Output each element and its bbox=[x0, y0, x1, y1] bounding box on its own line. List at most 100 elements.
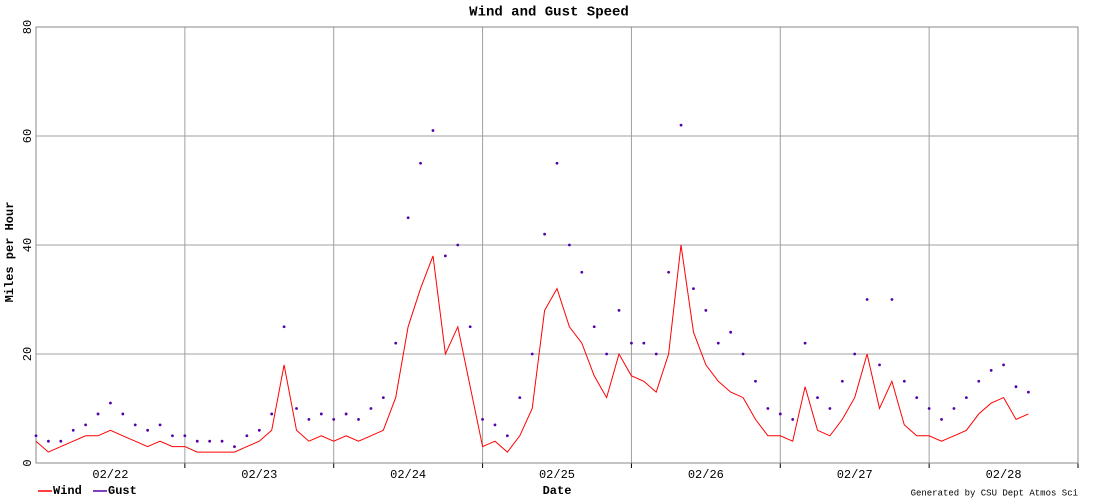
gust-point bbox=[332, 418, 336, 421]
y-tick-label: 80 bbox=[21, 20, 35, 34]
gust-point bbox=[381, 396, 385, 399]
gust-point bbox=[171, 434, 174, 438]
gust-point bbox=[431, 129, 435, 132]
gust-point bbox=[766, 407, 770, 410]
gust-point bbox=[617, 309, 621, 312]
x-tick-label: 02/23 bbox=[241, 468, 277, 482]
gust-point bbox=[915, 396, 919, 399]
legend-label: Gust bbox=[108, 484, 137, 498]
gust-point bbox=[654, 352, 658, 356]
gust-point bbox=[47, 439, 50, 443]
gust-point bbox=[71, 428, 75, 432]
gust-point bbox=[84, 423, 88, 427]
gust-point bbox=[319, 412, 323, 416]
gust-point bbox=[208, 439, 212, 443]
x-tick-label: 02/28 bbox=[986, 468, 1022, 482]
chart-title: Wind and Gust Speed bbox=[469, 5, 629, 21]
gust-point bbox=[233, 445, 236, 449]
gust-point bbox=[704, 309, 708, 312]
gust-point bbox=[307, 418, 311, 421]
footer: Generated by CSU Dept Atmos Sci bbox=[911, 488, 1078, 498]
gust-point bbox=[468, 325, 472, 329]
gust-point bbox=[456, 243, 460, 247]
gust-point bbox=[505, 434, 509, 438]
x-tick-label: 02/22 bbox=[92, 468, 128, 482]
gust-point bbox=[865, 298, 869, 301]
x-tick-label: 02/26 bbox=[688, 468, 724, 482]
gust-point bbox=[642, 341, 646, 345]
gust-point bbox=[791, 418, 795, 421]
gust-point bbox=[580, 270, 584, 274]
gust-point bbox=[109, 401, 112, 405]
gust-point bbox=[146, 428, 150, 432]
gust-point bbox=[257, 428, 261, 432]
gust-point bbox=[679, 123, 683, 127]
gust-point bbox=[902, 379, 906, 383]
gust-point bbox=[158, 423, 162, 427]
legend-label: Wind bbox=[53, 484, 82, 498]
gust-point bbox=[840, 379, 844, 383]
gust-point bbox=[183, 434, 187, 438]
x-tick-label: 02/27 bbox=[837, 468, 873, 482]
wind-line bbox=[35, 244, 1029, 453]
gust-point bbox=[828, 407, 832, 410]
gust-point bbox=[481, 418, 484, 421]
gust-point bbox=[878, 363, 881, 367]
gust-point bbox=[59, 439, 63, 443]
gust-point bbox=[195, 439, 199, 443]
gust-point bbox=[667, 270, 671, 274]
gust-point bbox=[964, 396, 968, 399]
gust-point bbox=[555, 161, 559, 165]
gust-point bbox=[220, 439, 224, 443]
gust-point bbox=[568, 243, 571, 247]
gust-point bbox=[530, 352, 534, 356]
x-tick-label: 02/25 bbox=[539, 468, 575, 482]
gust-point bbox=[394, 341, 398, 345]
gust-point bbox=[1002, 363, 1005, 367]
gust-point bbox=[977, 379, 981, 383]
gust-point bbox=[803, 341, 807, 345]
gust-point bbox=[729, 330, 733, 334]
y-tick-label: 40 bbox=[21, 238, 35, 252]
x-tick-label: 02/24 bbox=[390, 468, 426, 482]
gust-point bbox=[605, 352, 609, 356]
gust-point bbox=[295, 407, 298, 410]
gust-point bbox=[406, 216, 410, 220]
gust-point bbox=[716, 341, 720, 345]
gust-point bbox=[493, 423, 497, 427]
x-axis-label: Date bbox=[543, 484, 572, 498]
gust-point bbox=[419, 161, 422, 165]
gust-point bbox=[630, 341, 633, 345]
gust-point bbox=[989, 368, 993, 372]
gust-point bbox=[890, 298, 894, 301]
gust-point bbox=[816, 396, 819, 399]
y-tick-label: 20 bbox=[21, 347, 35, 361]
gust-point bbox=[1014, 385, 1018, 389]
plot-border bbox=[35, 26, 1079, 464]
gust-point bbox=[592, 325, 596, 329]
gust-point bbox=[543, 232, 546, 236]
gust-point bbox=[133, 423, 137, 427]
gust-point bbox=[282, 325, 286, 329]
gust-point bbox=[741, 352, 745, 356]
gust-point bbox=[1026, 390, 1030, 394]
gust-point bbox=[443, 254, 447, 258]
gust-point bbox=[518, 396, 522, 399]
y-tick-label: 60 bbox=[21, 129, 35, 143]
gust-point bbox=[778, 412, 782, 416]
gust-point bbox=[853, 352, 857, 356]
gust-point bbox=[270, 412, 274, 416]
gust-point bbox=[245, 434, 249, 438]
gust-point bbox=[692, 287, 695, 290]
y-axis-label: Miles per Hour bbox=[3, 202, 17, 303]
gust-point bbox=[754, 379, 757, 383]
gust-point bbox=[952, 407, 956, 410]
gust-point bbox=[940, 418, 943, 421]
gust-point bbox=[357, 418, 360, 421]
gust-point bbox=[121, 412, 125, 416]
gust-point bbox=[369, 407, 373, 410]
gust-point bbox=[34, 434, 38, 438]
gust-point bbox=[96, 412, 100, 416]
gust-point bbox=[344, 412, 348, 416]
